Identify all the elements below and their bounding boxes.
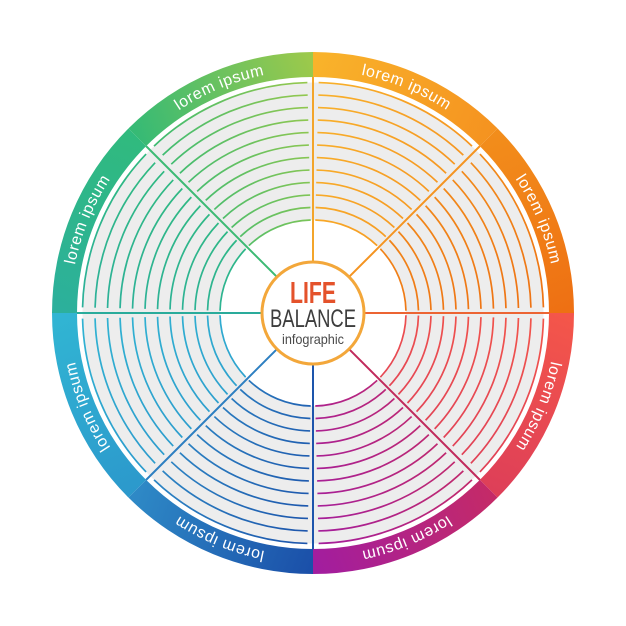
grid-ring-arcs-left-upper <box>81 153 247 311</box>
band-segment-bottom-right <box>313 479 498 574</box>
band-segment-bottom-left <box>128 479 313 574</box>
band-segment-top-left <box>128 52 313 147</box>
spoke-line <box>349 349 481 481</box>
grid-ring-arcs-top-right <box>315 81 473 247</box>
center-circle <box>260 260 366 366</box>
band-segment-right-upper <box>479 128 574 313</box>
grid-ring-arcs-left-lower <box>81 315 247 473</box>
center-title: LIFE <box>290 275 336 310</box>
band-segment-left-upper <box>52 128 147 313</box>
grid-ring-arcs-bottom-right <box>315 379 473 545</box>
band-segment-top-right <box>313 52 498 147</box>
spoke-line <box>145 349 277 481</box>
grid-ring-arcs-right-upper <box>379 153 545 311</box>
spoke-line <box>349 145 481 277</box>
band-segment-right-lower <box>479 313 574 498</box>
center-subtitle: BALANCE <box>270 305 356 333</box>
grid-ring-arcs-top-left <box>153 81 311 247</box>
spoke-line <box>145 145 277 277</box>
outer-color-ring <box>52 52 574 574</box>
segment-divider-spokes <box>77 77 549 549</box>
grid-ring-arcs-bottom-left <box>153 379 311 545</box>
center-caption: infographic <box>282 331 344 347</box>
grid-ring-arcs-right-lower <box>379 315 545 473</box>
band-segment-left-lower <box>52 313 147 498</box>
